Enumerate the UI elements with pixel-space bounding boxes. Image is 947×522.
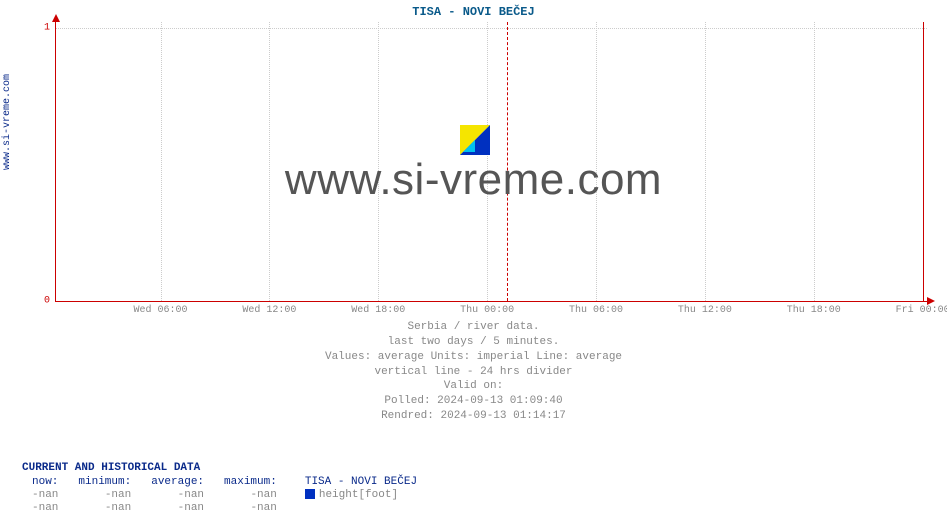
x-tick-label: Thu 06:00 — [569, 305, 623, 316]
table-header-row: now: minimum: average: maximum: TISA - N… — [22, 476, 427, 489]
col-header-average: average: — [141, 476, 214, 489]
caption-line: last two days / 5 minutes. — [0, 335, 947, 350]
legend-entry-empty — [287, 502, 427, 515]
x-tick-label: Wed 06:00 — [134, 305, 188, 316]
x-tick-label: Fri 00:00 — [896, 305, 947, 316]
x-tick-label: Thu 00:00 — [460, 305, 514, 316]
cell-average: -nan — [141, 489, 214, 502]
x-tick-label: Wed 12:00 — [242, 305, 296, 316]
caption-line: Polled: 2024-09-13 01:09:40 — [0, 394, 947, 409]
table-row: -nan -nan -nan -nan height[foot] — [22, 489, 427, 502]
cell-now: -nan — [22, 489, 68, 502]
chart-title: TISA - NOVI BEČEJ — [0, 5, 947, 19]
data-section-header: CURRENT AND HISTORICAL DATA — [22, 462, 200, 474]
cell-average: -nan — [141, 502, 214, 515]
col-header-now: now: — [22, 476, 68, 489]
legend-entry: height[foot] — [287, 489, 427, 502]
x-tick-label: Thu 18:00 — [787, 305, 841, 316]
cell-maximum: -nan — [214, 489, 287, 502]
caption-line: Rendred: 2024-09-13 01:14:17 — [0, 409, 947, 424]
caption-line: Serbia / river data. — [0, 320, 947, 335]
caption-line: Valid on: — [0, 379, 947, 394]
x-tick-label: Thu 12:00 — [678, 305, 732, 316]
y-axis-arrow-icon — [52, 14, 60, 22]
legend-title: TISA - NOVI BEČEJ — [287, 476, 427, 489]
data-table: now: minimum: average: maximum: TISA - N… — [22, 476, 427, 515]
y-tick-label: 0 — [44, 296, 50, 307]
gridline-horizontal — [56, 28, 927, 29]
cell-minimum: -nan — [68, 502, 141, 515]
caption-block: Serbia / river data. last two days / 5 m… — [0, 320, 947, 424]
caption-line: Values: average Units: imperial Line: av… — [0, 350, 947, 365]
y-tick-label: 1 — [44, 22, 50, 33]
x-axis-arrow-icon — [927, 297, 935, 305]
cell-now: -nan — [22, 502, 68, 515]
cell-maximum: -nan — [214, 502, 287, 515]
legend-swatch-icon — [305, 489, 315, 499]
watermark-text: www.si-vreme.com — [0, 155, 947, 205]
table-row: -nan -nan -nan -nan — [22, 502, 427, 515]
caption-line: vertical line - 24 hrs divider — [0, 365, 947, 380]
legend-label: height[foot] — [319, 489, 398, 501]
col-header-maximum: maximum: — [214, 476, 287, 489]
watermark-weather-icon — [460, 125, 490, 155]
col-header-minimum: minimum: — [68, 476, 141, 489]
x-tick-label: Wed 18:00 — [351, 305, 405, 316]
cell-minimum: -nan — [68, 489, 141, 502]
